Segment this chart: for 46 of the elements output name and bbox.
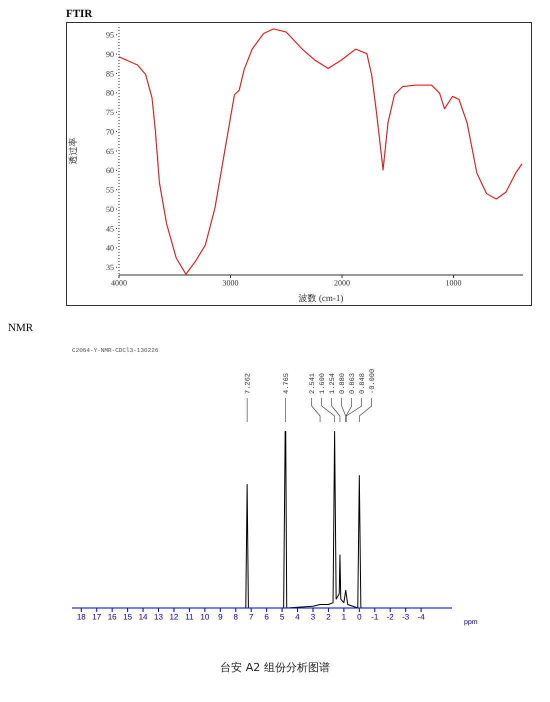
- x-tick-label: 1: [342, 612, 347, 622]
- x-tick-label: 8: [234, 612, 239, 622]
- x-tick-label: 2: [326, 612, 332, 622]
- x-tick-label: 1000: [446, 278, 462, 288]
- x-tick-label: 14: [138, 612, 148, 622]
- text: 台安 A2 组份分析图谱: [219, 660, 331, 675]
- y-tick-label: 70: [106, 127, 114, 136]
- x-tick-label: -1: [371, 612, 379, 622]
- x-axis-title: 波数 (cm-1): [298, 293, 344, 303]
- y-tick-label: 35: [106, 263, 114, 272]
- x-tick-label: 6: [264, 612, 270, 622]
- y-tick-label: 40: [106, 244, 114, 253]
- x-tick-label: 15: [123, 612, 133, 622]
- x-tick-label: -2: [386, 612, 394, 622]
- y-tick-label: 60: [106, 166, 114, 176]
- x-tick-label: 18: [76, 612, 86, 622]
- x-tick-label: 4: [295, 612, 300, 622]
- y-tick-label: 80: [106, 88, 114, 98]
- chart-title: NMR: [8, 322, 34, 336]
- x-tick-label: 2000: [334, 278, 350, 288]
- x-tick-label: 9: [218, 612, 224, 622]
- x-tick-label: 0: [357, 612, 362, 622]
- line-series: [119, 28, 522, 275]
- x-tick-label: 5: [280, 612, 285, 622]
- chart-title: FTIR: [66, 8, 94, 22]
- y-tick-label: 45: [106, 224, 114, 234]
- x-tick-label: 17: [92, 612, 102, 622]
- x-tick-label: 12: [170, 612, 179, 622]
- y-tick-label: 85: [106, 69, 114, 78]
- y-tick-label: 65: [106, 146, 114, 156]
- y-tick-label: 50: [106, 204, 114, 214]
- x-tick-label: 4000: [111, 278, 127, 288]
- y-axis-title: 透过率: [68, 138, 80, 164]
- y-tick-label: 90: [106, 50, 114, 59]
- x-tick-label: -4: [418, 612, 426, 622]
- y-tick-label: 75: [106, 108, 114, 118]
- x-tick-label: 10: [200, 612, 210, 622]
- x-tick-label: 7: [248, 612, 254, 622]
- x-tick-label: 3: [310, 612, 316, 622]
- x-tick-label: -3: [402, 612, 410, 622]
- y-tick-label: 55: [106, 186, 114, 195]
- x-tick-label: 11: [185, 612, 194, 622]
- x-tick-label: 3000: [222, 278, 239, 288]
- x-tick-label: 13: [154, 612, 164, 622]
- y-tick-label: 95: [106, 30, 114, 40]
- x-tick-label: 16: [108, 612, 118, 622]
